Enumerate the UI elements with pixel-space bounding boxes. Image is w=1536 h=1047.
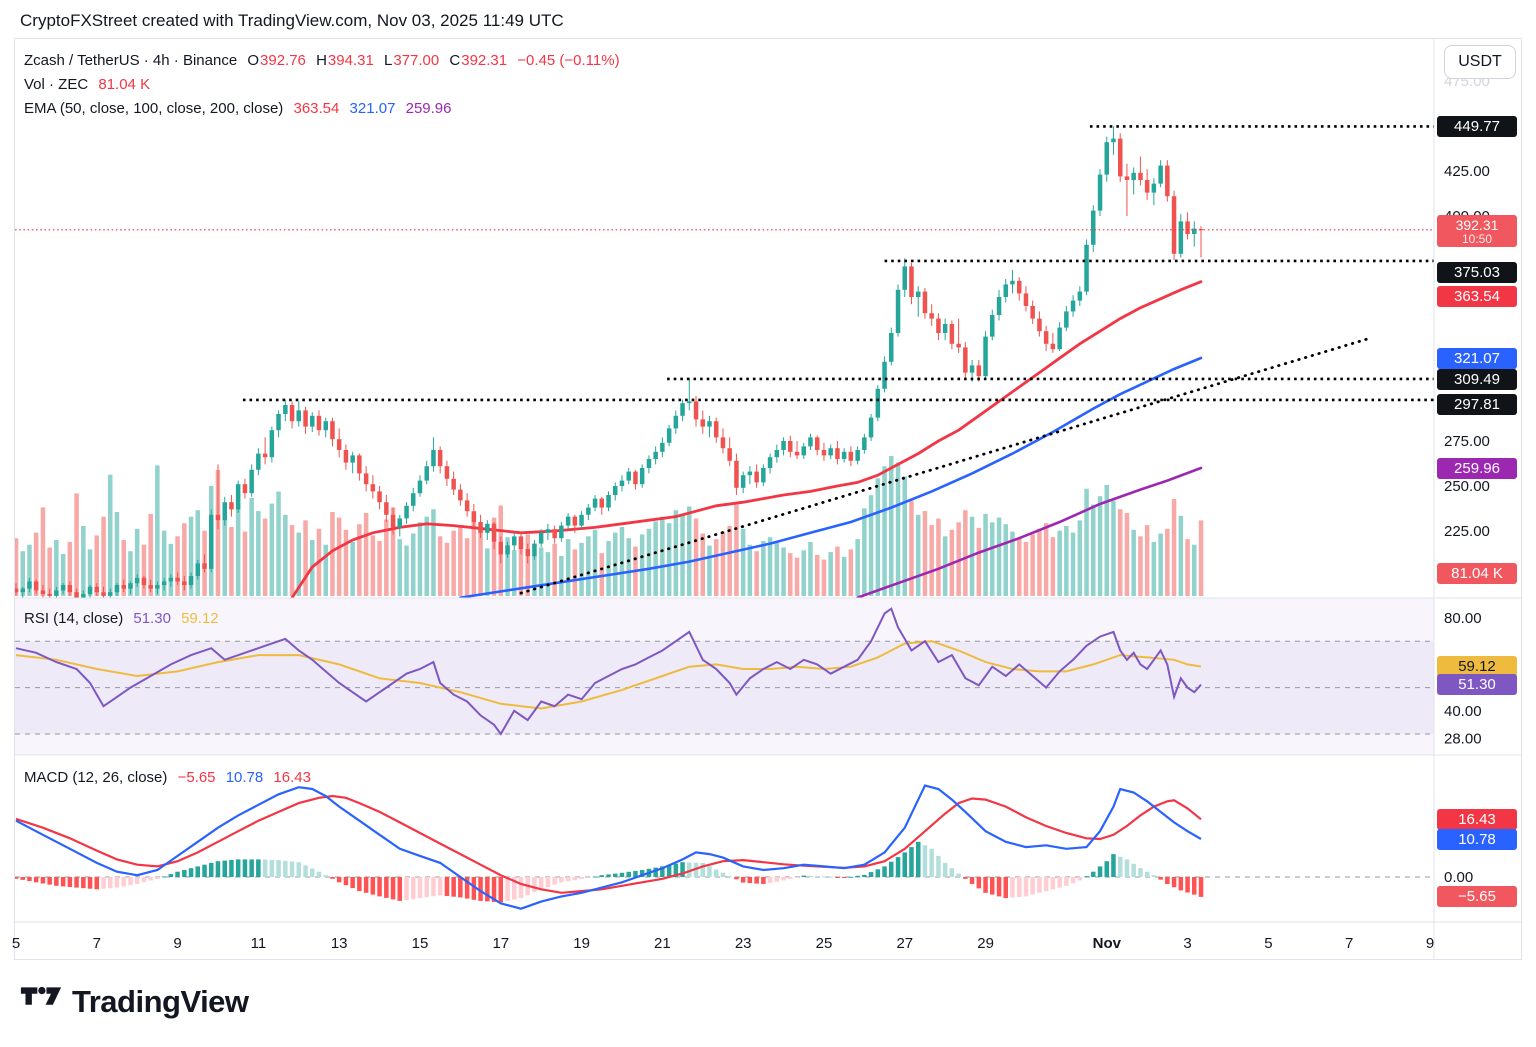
symbol-title: Zcash / TetherUS · 4h · Binance — [24, 52, 238, 69]
svg-text:28.00: 28.00 — [1444, 731, 1482, 748]
attribution-text: CryptoFXStreet created with TradingView.… — [20, 11, 564, 30]
time-axis-label: 19 — [573, 935, 590, 952]
volume-legend[interactable]: Vol · ZEC 81.04 K — [24, 76, 156, 93]
price_axis-badge-39231: 392.31 10:50 — [1437, 215, 1517, 247]
svg-text:80.00: 80.00 — [1444, 610, 1482, 627]
price_axis-badge-29781: 297.81 — [1437, 393, 1517, 415]
macd-legend[interactable]: MACD (12, 26, close) −5.65 10.78 16.43 — [24, 769, 317, 786]
rsi_axis-badge-5130: 51.30 — [1437, 674, 1517, 696]
symbol-legend[interactable]: Zcash / TetherUS · 4h · Binance O392.76 … — [24, 52, 626, 69]
ohlc-close-label: C — [449, 52, 461, 69]
macd_axis-badge-1078: 10.78 — [1437, 828, 1517, 850]
svg-text:0.00: 0.00 — [1444, 869, 1473, 886]
currency-toggle-button[interactable]: USDT — [1444, 45, 1516, 79]
rsi-value: 51.30 — [133, 610, 171, 627]
time-axis-label: 11 — [251, 935, 267, 952]
rsi-ma-value: 59.12 — [181, 610, 219, 627]
time-axis-label: 25 — [816, 935, 833, 952]
price_axis-badge-44977: 449.77 — [1437, 115, 1517, 137]
chart-card — [14, 38, 1522, 960]
change-value: −0.45 (−0.11%) — [517, 52, 620, 69]
time-axis-label: 17 — [492, 935, 509, 952]
time-axis-label: Nov — [1093, 935, 1122, 952]
time-axis-label: 5 — [1264, 935, 1272, 952]
ema100-value: 321.07 — [349, 100, 396, 117]
svg-text:425.00: 425.00 — [1444, 163, 1490, 180]
macd_axis-badge-565: −5.65 — [1437, 886, 1517, 908]
time-axis-label: 3 — [1183, 935, 1191, 952]
ohlc-low-value: 377.00 — [393, 52, 440, 69]
macd-hist-value: −5.65 — [177, 769, 216, 786]
time-axis-label: 27 — [896, 935, 913, 952]
time-axis-label: 7 — [1345, 935, 1353, 952]
volume-label: Vol · ZEC — [24, 76, 89, 93]
rsi-label: RSI (14, close) — [24, 610, 124, 627]
time-axis-label: 9 — [173, 935, 181, 952]
rsi_axis-badge-5912: 59.12 — [1437, 655, 1517, 677]
tradingview-logo-text: TradingView — [72, 984, 249, 1019]
price_axis-badge-36354: 363.54 — [1437, 285, 1517, 307]
time-axis-label: 23 — [735, 935, 752, 952]
ohlc-close-value: 392.31 — [461, 52, 508, 69]
ohlc-high-label: H — [316, 52, 327, 69]
ohlc-low-label: L — [383, 52, 393, 69]
price_axis-badge-32107: 321.07 — [1437, 347, 1517, 369]
price_axis-badge-25996: 259.96 — [1437, 457, 1517, 479]
svg-text:250.00: 250.00 — [1444, 478, 1490, 495]
time-axis-label: 29 — [977, 935, 994, 952]
tradingview-logo: TradingView — [20, 983, 249, 1021]
ema200-value: 259.96 — [405, 100, 452, 117]
macd-label: MACD (12, 26, close) — [24, 769, 168, 786]
ema50-value: 363.54 — [293, 100, 340, 117]
time-axis-label: 7 — [93, 935, 101, 952]
time-axis-label: 21 — [654, 935, 671, 952]
time-axis-label: 5 — [12, 935, 20, 952]
svg-text:275.00: 275.00 — [1444, 433, 1490, 450]
price_axis-badge-37503: 375.03 — [1437, 261, 1517, 283]
svg-text:225.00: 225.00 — [1444, 523, 1490, 540]
macd_axis-badge-1643: 16.43 — [1437, 808, 1517, 830]
ohlc-high-value: 394.31 — [327, 52, 374, 69]
volume-value: 81.04 K — [98, 76, 151, 93]
tradingview-logo-icon — [20, 986, 62, 1005]
price_axis-badge-8104K: 81.04 K — [1437, 562, 1517, 584]
macd-signal-value: 16.43 — [273, 769, 311, 786]
ohlc-open-label: O — [247, 52, 260, 69]
time-axis-label: 13 — [331, 935, 348, 952]
time-axis-label: 9 — [1426, 935, 1434, 952]
ema-legend[interactable]: EMA (50, close, 100, close, 200, close) … — [24, 100, 458, 117]
price_axis-badge-30949: 309.49 — [1437, 368, 1517, 390]
svg-text:40.00: 40.00 — [1444, 703, 1482, 720]
ema-label: EMA (50, close, 100, close, 200, close) — [24, 100, 284, 117]
macd-line-value: 10.78 — [225, 769, 264, 786]
time-axis-label: 15 — [412, 935, 429, 952]
rsi-legend[interactable]: RSI (14, close) 51.30 59.12 — [24, 610, 225, 627]
ohlc-open-value: 392.76 — [260, 52, 306, 69]
